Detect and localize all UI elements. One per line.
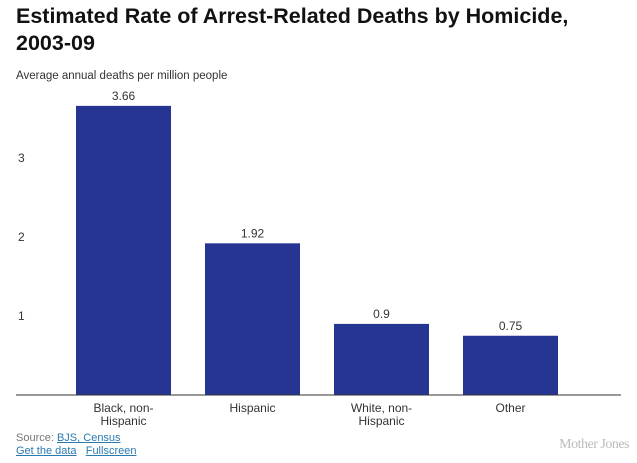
data-label: 0.75: [499, 319, 523, 333]
y-tick-label: 1: [18, 309, 25, 323]
x-tick-label: White, non-: [351, 401, 412, 415]
data-label: 1.92: [241, 226, 265, 240]
x-tick-label: Hispanic: [229, 401, 275, 415]
bar-3: [334, 323, 429, 395]
bar-4: [463, 335, 558, 395]
x-tick-label: Black, non-: [93, 401, 153, 415]
get-data-link[interactable]: Get the data: [16, 445, 77, 457]
source-link[interactable]: BJS, Census: [56, 432, 121, 444]
y-tick-label: 2: [18, 230, 25, 244]
bar-1: [76, 105, 171, 396]
y-tick-label: 3: [18, 151, 25, 165]
data-label: 0.9: [373, 307, 390, 321]
x-tick-label: Hispanic: [358, 414, 404, 428]
footer-links: Get the data Fullscreen: [16, 445, 136, 457]
x-tick-label: Hispanic: [100, 414, 146, 428]
x-tick-label: Other: [495, 401, 525, 415]
fullscreen-link[interactable]: Fullscreen: [85, 445, 137, 457]
mother-jones-logo: Mother Jones: [559, 437, 629, 452]
chart-title: Estimated Rate of Arrest-Related Deaths …: [16, 4, 569, 55]
y-axis-label: Average annual deaths per million people: [16, 70, 228, 82]
bar-2: [205, 243, 300, 395]
source-prefix: Source:: [16, 432, 57, 444]
source-line: Source: BJS, Census: [16, 432, 121, 444]
data-label: 3.66: [112, 89, 136, 103]
